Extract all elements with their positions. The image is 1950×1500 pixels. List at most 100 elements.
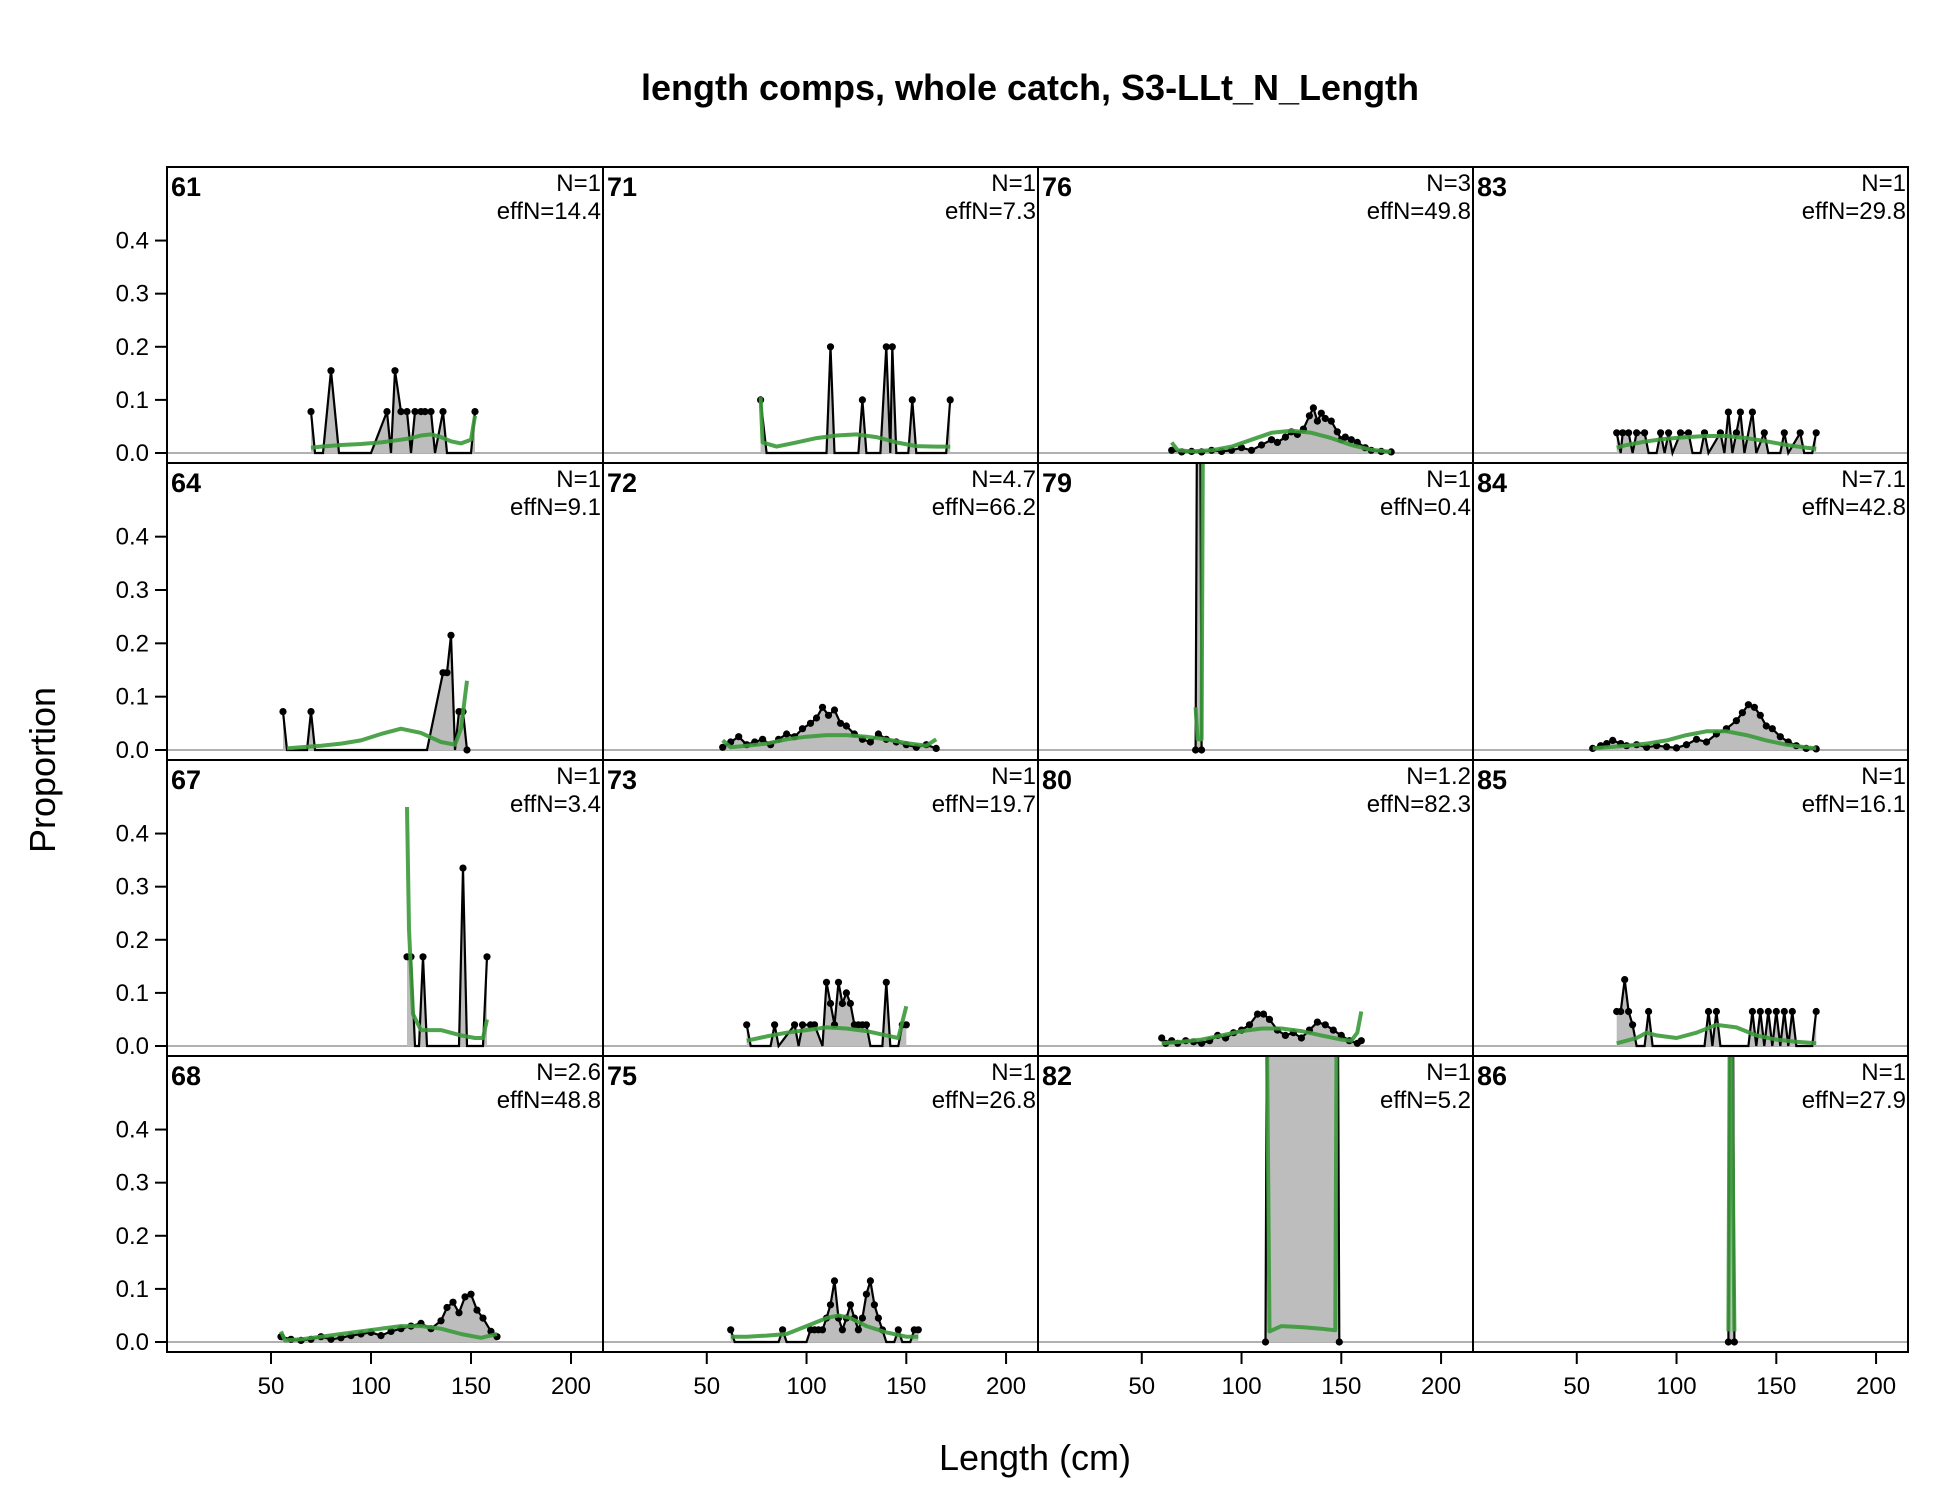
x-tick-label: 150 — [886, 1373, 926, 1400]
expected-line — [1161, 1011, 1364, 1046]
observed-point — [1663, 743, 1671, 751]
y-tick-label: 0.0 — [116, 1329, 149, 1356]
observed-point — [1321, 1021, 1329, 1029]
panel-effn-label: effN=7.3 — [945, 198, 1036, 225]
observed-area — [760, 346, 951, 453]
observed-point — [1305, 412, 1313, 420]
panel-n-label: N=4.7 — [971, 466, 1036, 493]
observed-point — [798, 1021, 807, 1029]
y-tick-label: 0.3 — [116, 577, 149, 604]
observed-point — [1198, 746, 1206, 754]
observed-point — [1645, 1007, 1653, 1016]
panel-effn-label: effN=5.2 — [1380, 1087, 1471, 1114]
observed-point — [1625, 429, 1633, 437]
x-tick-label: 50 — [1128, 1373, 1155, 1400]
x-tick-label: 150 — [1321, 1373, 1361, 1400]
x-tick-label: 150 — [1756, 1373, 1796, 1400]
panel-n-label: N=1.2 — [1406, 763, 1471, 790]
observed-point — [862, 1021, 871, 1029]
observed-point — [1692, 735, 1701, 743]
observed-point — [1712, 1007, 1720, 1016]
observed-point — [810, 1021, 819, 1029]
x-tick-label: 150 — [451, 1373, 491, 1400]
observed-point — [483, 953, 491, 961]
observed-point — [1333, 428, 1341, 436]
observed-point — [858, 1314, 867, 1322]
observed-point — [1724, 408, 1732, 416]
observed-point — [1194, 266, 1201, 273]
y-tick-label: 0.2 — [116, 630, 149, 657]
observed-point — [411, 408, 419, 416]
panel-id-label: 71 — [607, 172, 637, 202]
observed-point — [1780, 429, 1788, 437]
observed-point — [1702, 738, 1711, 746]
observed-point — [1750, 703, 1758, 711]
panel-id-label: 76 — [1042, 172, 1072, 202]
panel-n-label: N=1 — [1426, 1059, 1471, 1086]
observed-point — [439, 408, 447, 416]
observed-point — [443, 1303, 451, 1312]
observed-points — [757, 343, 954, 404]
observed-point — [1261, 1338, 1270, 1346]
panel-effn-label: effN=48.8 — [497, 1087, 601, 1114]
observed-point — [842, 989, 851, 997]
y-tick-label: 0.2 — [116, 1223, 149, 1250]
panel-effn-label: effN=0.4 — [1380, 494, 1471, 521]
observed-point — [1267, 436, 1276, 444]
observed-point — [1641, 429, 1649, 437]
observed-point — [1158, 1034, 1166, 1042]
x-tick-label: 200 — [551, 1373, 591, 1400]
observed-point — [377, 1332, 385, 1340]
observed-point — [824, 711, 833, 719]
panel-id-label: 68 — [171, 1061, 201, 1091]
observed-point — [1736, 408, 1744, 416]
observed-point — [1730, 1338, 1738, 1346]
observed-point — [279, 708, 287, 716]
observed-point — [421, 408, 429, 416]
observed-point — [447, 631, 455, 639]
observed-point — [826, 999, 835, 1008]
observed-point — [1168, 446, 1176, 454]
observed-point — [1617, 1007, 1625, 1016]
expected-line — [1726, 1056, 1737, 1332]
observed-point — [1621, 976, 1629, 984]
observed-point — [874, 730, 883, 738]
observed-point — [1682, 741, 1691, 749]
observed-point — [1812, 429, 1820, 437]
observed-point — [1748, 1007, 1756, 1016]
panel-n-label: N=1 — [556, 466, 601, 493]
expected-line — [1265, 1056, 1339, 1334]
observed-point — [882, 978, 890, 986]
panel-id-label: 75 — [607, 1061, 637, 1091]
x-axis: 50 100 150 200 50 100 150 200 50 100 150 200 50 100 15… — [258, 1352, 1896, 1400]
observed-point — [1341, 433, 1349, 441]
observed-point — [1259, 1010, 1268, 1018]
y-tick-label: 0.1 — [116, 387, 149, 414]
observed-point — [779, 1326, 787, 1334]
observed-point — [327, 367, 335, 375]
expected-line — [758, 397, 951, 449]
expected-line — [286, 680, 469, 751]
observed-point — [1273, 438, 1281, 446]
panel-effn-label: effN=66.2 — [932, 494, 1036, 521]
observed-point — [1625, 1007, 1633, 1016]
observed-point — [383, 408, 391, 416]
observed-point — [1764, 1007, 1772, 1016]
observed-area — [283, 635, 467, 750]
observed-point — [307, 708, 315, 716]
expected-line — [746, 1005, 909, 1043]
panel-effn-label: effN=82.3 — [1367, 791, 1471, 818]
observed-point — [771, 1021, 779, 1029]
observed-point — [798, 725, 807, 733]
observed-point — [1335, 1338, 1343, 1346]
observed-point — [1245, 1021, 1254, 1029]
observed-point — [1760, 429, 1768, 437]
